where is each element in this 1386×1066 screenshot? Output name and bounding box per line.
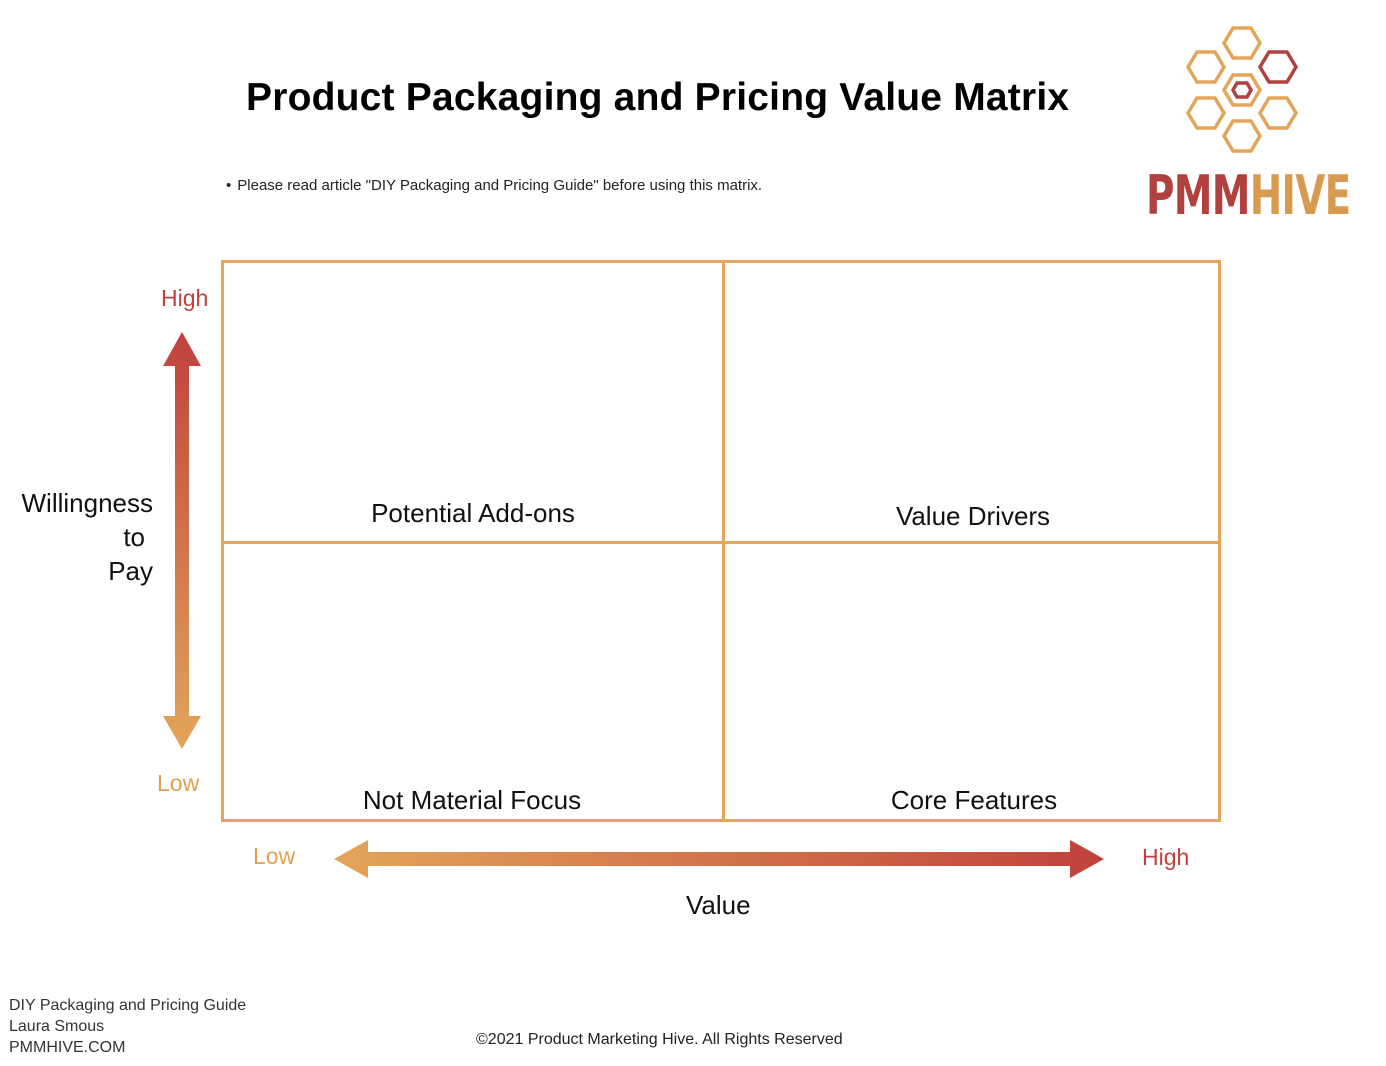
instruction-note-text: Please read article "DIY Packaging and P…	[237, 177, 763, 194]
value-matrix	[221, 260, 1221, 822]
quadrant-label-core-features: Core Features	[890, 785, 1058, 815]
logo-hex	[1221, 119, 1263, 153]
x-axis-low-label: Low	[253, 843, 296, 869]
quadrant-label-not-material-focus: Not Material Focus	[362, 785, 582, 815]
y-axis-title-line: Pay	[108, 556, 153, 586]
logo-hex	[1185, 96, 1227, 130]
footer-website: PMMHIVE.COM	[9, 1039, 126, 1056]
copyright-notice: ©2021 Product Marketing Hive. All Rights…	[476, 1031, 843, 1048]
logo-hex	[1185, 50, 1227, 84]
y-axis-high-label: High	[161, 285, 209, 311]
footer-credits: DIY Packaging and Pricing Guide Laura Sm…	[9, 995, 246, 1058]
y-axis-title: Willingness to Pay	[10, 486, 154, 588]
footer-author: Laura Smous	[9, 1018, 105, 1035]
logo-hex	[1257, 96, 1299, 130]
y-axis-low-label: Low	[157, 770, 200, 796]
quadrant-label-potential-add-ons: Potential Add-ons	[371, 498, 575, 528]
x-axis-double-arrow-icon	[334, 840, 1104, 878]
x-axis-high-label: High	[1142, 844, 1190, 870]
instruction-note: • Please read article "DIY Packaging and …	[226, 177, 762, 194]
x-axis-title: Value	[686, 890, 751, 920]
brand-logo-secondary: HIVE	[1249, 164, 1351, 227]
brand-logo-text: PMMHIVE	[1146, 164, 1351, 227]
logo-hex	[1230, 81, 1254, 99]
footer-guide-name: DIY Packaging and Pricing Guide	[9, 997, 247, 1014]
quadrant-label-value-drivers: Value Drivers	[895, 501, 1051, 531]
y-axis-title-line: to	[123, 522, 145, 552]
y-axis-title-line: Willingness	[21, 488, 154, 518]
page-title: Product Packaging and Pricing Value Matr…	[246, 76, 1070, 119]
logo-hex	[1257, 50, 1299, 84]
bullet-icon: •	[226, 177, 232, 194]
brand-logo-primary: PMM	[1146, 164, 1250, 227]
matrix-horizontal-divider	[224, 541, 1218, 544]
logo-hex	[1221, 26, 1263, 60]
hive-logo-icon	[1185, 26, 1299, 153]
y-axis-double-arrow-icon	[163, 332, 201, 749]
logo-hex	[1221, 73, 1263, 107]
